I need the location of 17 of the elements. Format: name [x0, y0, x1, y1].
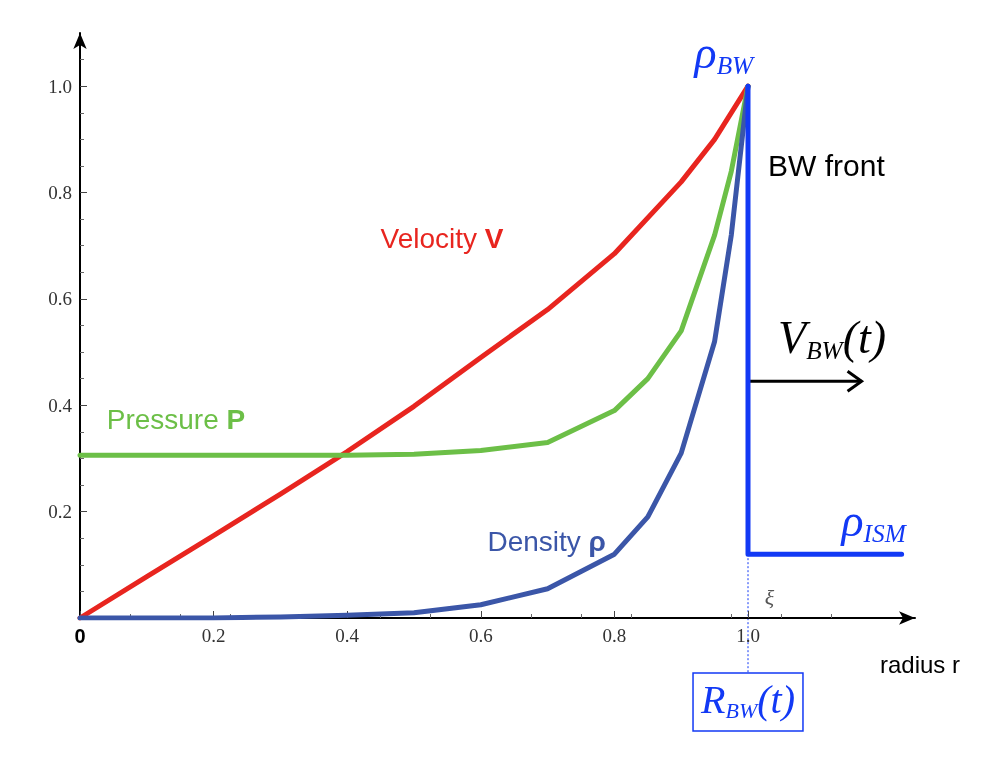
y-tick-label: 0.8 [48, 182, 72, 204]
x-tick-label: 0 [74, 625, 86, 647]
x-tick-label: 1.0 [736, 625, 760, 646]
annotation: BW front [768, 148, 886, 182]
annotation: ξ [764, 584, 775, 610]
series-label: Density ρ [487, 526, 606, 558]
x-tick-label: 0.8 [602, 625, 627, 646]
x-tick-label: 0.6 [468, 625, 493, 646]
text: Velocity V [380, 222, 504, 254]
x-tick-label: 0.4 [335, 625, 360, 646]
x-axis-title: radius r [880, 650, 961, 678]
x-tick-label: 0.2 [201, 625, 226, 646]
series-label: Pressure P [106, 403, 246, 435]
y-tick-label: 0.6 [48, 288, 72, 310]
y-tick-label: 0.2 [48, 501, 72, 523]
y-tick-label: 0.4 [48, 394, 73, 416]
y-tick-label: 1.0 [48, 75, 72, 97]
